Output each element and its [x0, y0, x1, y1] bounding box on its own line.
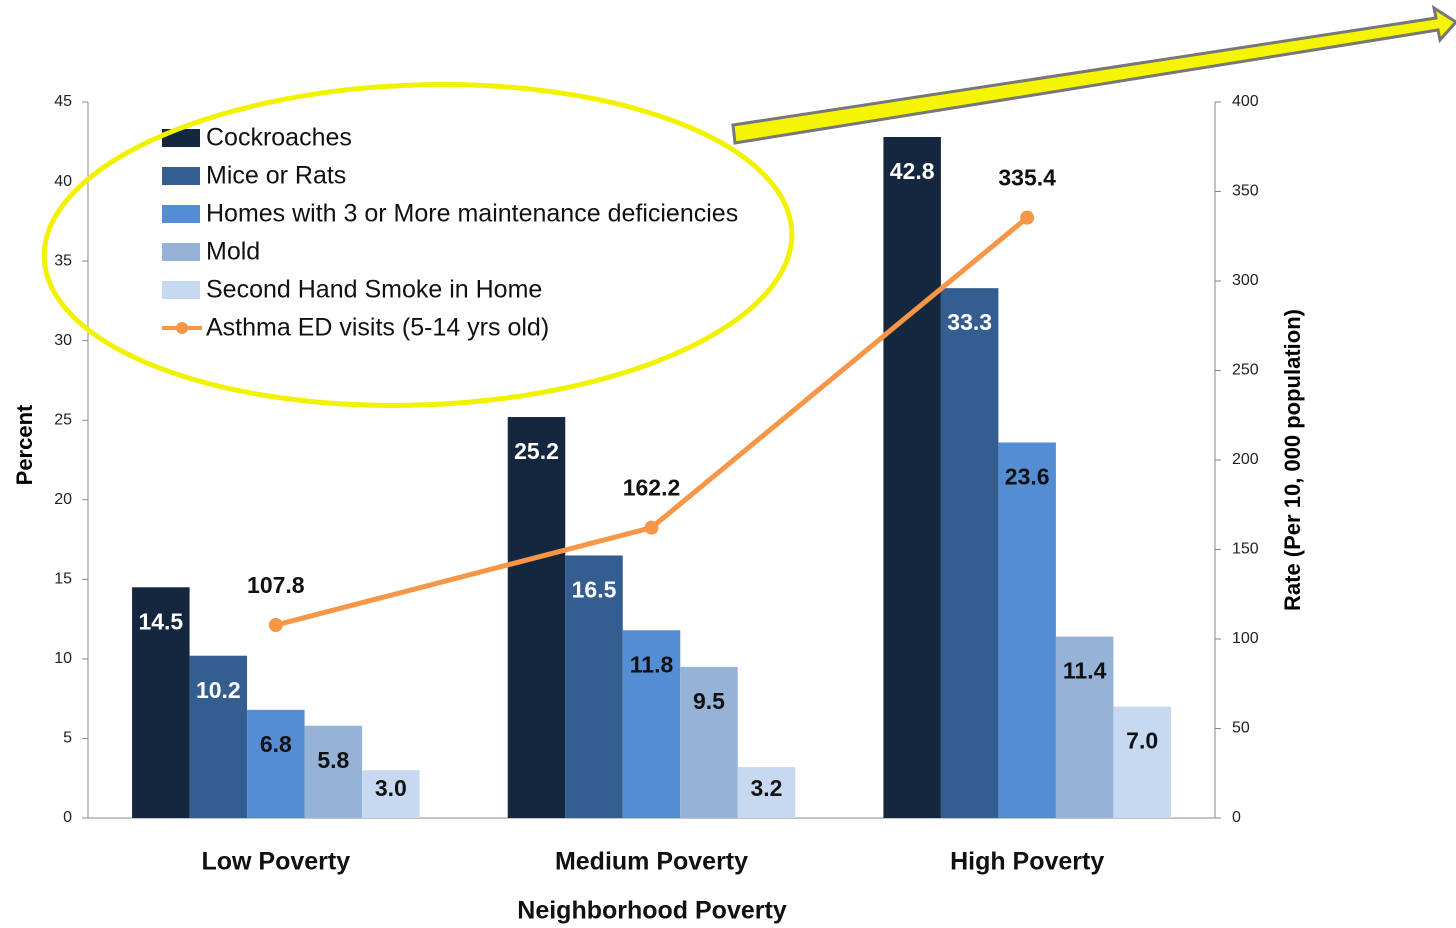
y-tick-label: 25: [54, 411, 72, 428]
bar: [883, 137, 941, 818]
data-label: 3.0: [375, 775, 407, 801]
y-tick-label: 30: [54, 332, 72, 349]
line-point: [644, 520, 659, 535]
data-label: 335.4: [998, 165, 1056, 191]
data-label: 6.8: [260, 731, 292, 757]
data-label: 42.8: [890, 158, 935, 184]
y-tick-label: 0: [63, 809, 72, 826]
data-label: 33.3: [947, 309, 992, 335]
y-tick-label: 10: [54, 650, 72, 667]
data-label: 11.8: [630, 651, 674, 677]
data-label: 7.0: [1126, 728, 1158, 754]
bar: [247, 709, 305, 818]
highlight-ellipse: [41, 82, 795, 408]
legend-marker: [176, 322, 188, 334]
bar: [132, 587, 190, 818]
bar: [189, 655, 248, 818]
legend-swatch: [162, 243, 200, 261]
y-tick-label: 35: [54, 252, 72, 269]
data-label: 25.2: [514, 438, 559, 464]
y2-tick-label: 300: [1232, 272, 1259, 289]
legend-label: Asthma ED visits (5-14 yrs old): [206, 314, 549, 342]
y2-axis-title: Rate (Per 10, 000 population): [1280, 309, 1305, 611]
bar: [507, 417, 566, 818]
bar: [737, 767, 796, 818]
legend-label: Second Hand Smoke in Home: [206, 276, 542, 304]
legend-swatch: [162, 167, 200, 185]
legend-label: Mold: [206, 238, 260, 266]
data-label: 14.5: [138, 608, 183, 634]
bar: [940, 288, 999, 818]
data-label: 5.8: [317, 747, 349, 773]
y-axis-title: Percent: [12, 404, 37, 485]
bar: [1113, 706, 1171, 818]
bar: [565, 555, 623, 818]
data-label: 11.4: [1063, 658, 1107, 684]
legend-label: Mice or Rats: [206, 162, 346, 190]
bar: [304, 725, 363, 818]
y2-tick-label: 200: [1232, 451, 1259, 468]
legend-swatch: [162, 281, 200, 299]
y2-tick-label: 150: [1232, 541, 1259, 558]
data-label: 3.2: [751, 775, 783, 801]
y2-tick-label: 250: [1232, 362, 1259, 379]
bar: [998, 442, 1056, 818]
x-tick-label: High Poverty: [950, 848, 1104, 876]
bar: [1055, 636, 1114, 818]
legend-swatch: [162, 205, 200, 223]
y2-tick-label: 350: [1232, 183, 1259, 200]
y2-tick-label: 100: [1232, 630, 1259, 647]
x-axis-title: Neighborhood Poverty: [517, 897, 787, 925]
data-label: 107.8: [247, 572, 305, 598]
y-tick-label: 15: [54, 571, 72, 588]
arrow: [731, 4, 1456, 145]
y-tick-label: 40: [54, 173, 72, 190]
plot: 0 5 10 15 20 25 30 35 40 45 0 50 100 150 200 250 300 350 4…: [54, 93, 1259, 875]
x-tick-label: Medium Poverty: [555, 848, 748, 876]
bar: [622, 630, 681, 818]
x-tick-label: Low Poverty: [202, 848, 351, 876]
data-label: 162.2: [623, 475, 681, 501]
data-label: 9.5: [693, 688, 725, 714]
line-point: [1020, 210, 1035, 225]
y2-tick-label: 400: [1232, 93, 1259, 110]
legend-label: Homes with 3 or More maintenance deficie…: [206, 200, 738, 228]
y-tick-label: 20: [54, 491, 72, 508]
bar: [362, 770, 420, 818]
y2-tick-label: 0: [1232, 809, 1241, 826]
bar: [680, 666, 738, 818]
data-label: 23.6: [1005, 464, 1050, 490]
data-label: 10.2: [196, 677, 241, 703]
line-point: [268, 618, 283, 633]
y2-tick-label: 50: [1232, 720, 1250, 737]
legend-label: Cockroaches: [206, 124, 352, 152]
y-tick-label: 45: [54, 93, 72, 110]
data-label: 16.5: [572, 577, 617, 603]
y-tick-label: 5: [63, 730, 72, 747]
